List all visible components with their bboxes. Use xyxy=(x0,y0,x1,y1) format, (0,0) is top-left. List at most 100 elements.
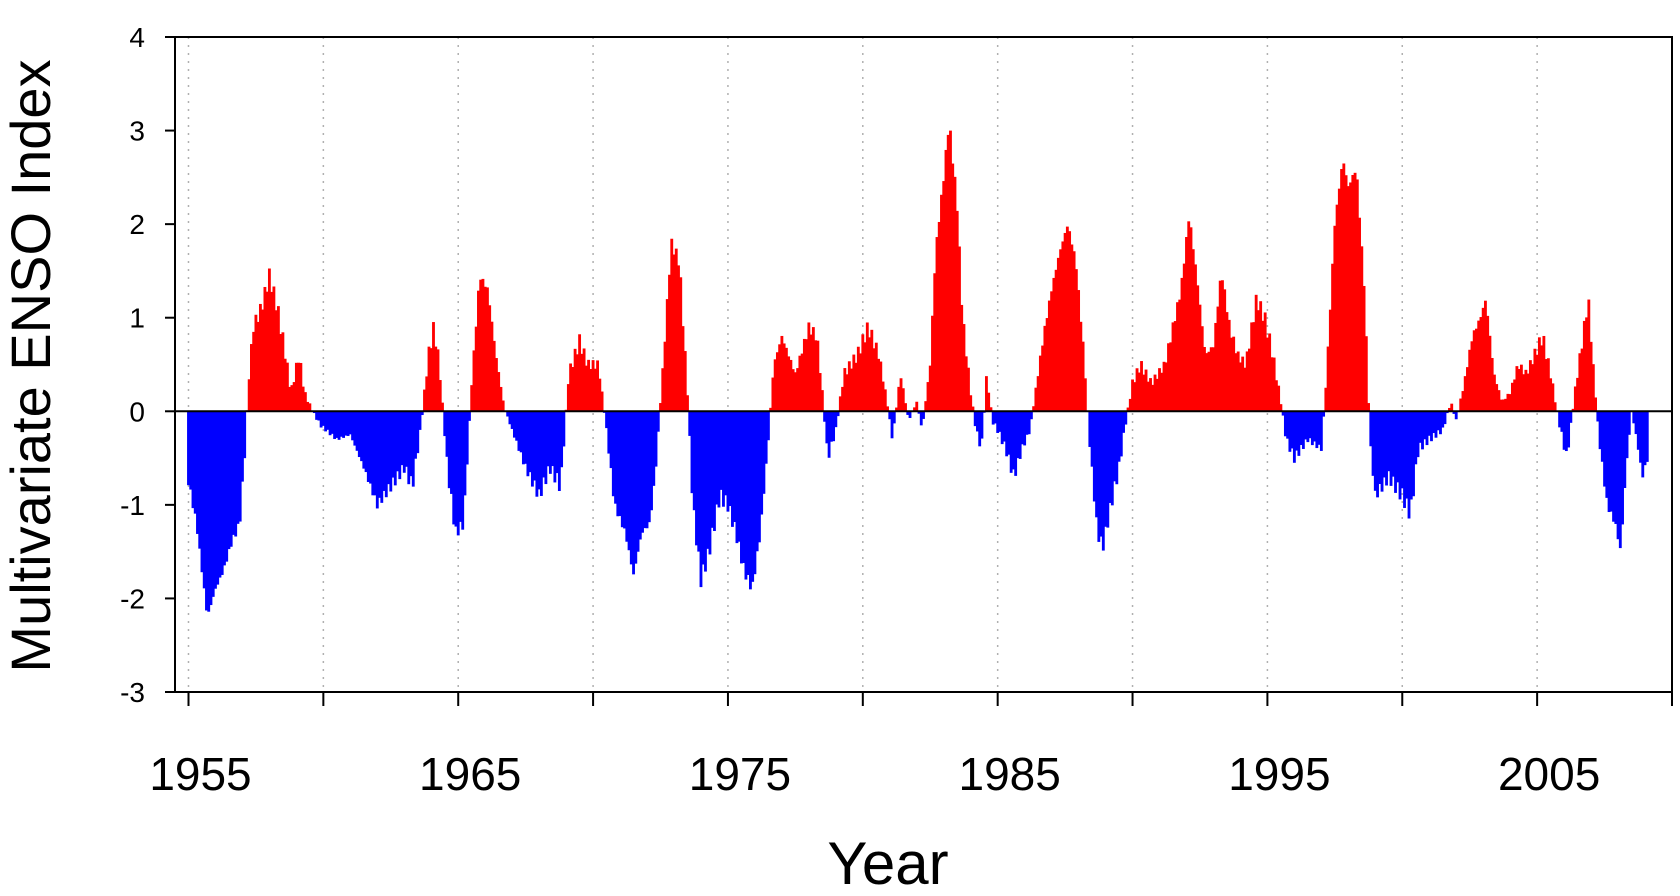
bar xyxy=(832,411,836,442)
bar xyxy=(856,346,860,412)
bar xyxy=(647,411,651,523)
bar xyxy=(958,246,961,412)
bar xyxy=(798,355,802,412)
bar xyxy=(389,411,393,492)
bar xyxy=(533,411,537,481)
bar xyxy=(1416,411,1420,458)
bar xyxy=(1531,364,1535,412)
bar xyxy=(775,352,779,412)
bar xyxy=(468,411,471,421)
bar xyxy=(845,374,849,412)
bar xyxy=(1367,403,1370,412)
bar xyxy=(841,386,845,412)
bar xyxy=(1373,411,1377,491)
y-axis: -3 -2 -1 0 1 2 3 4 xyxy=(120,22,175,708)
bar xyxy=(227,411,231,550)
bar xyxy=(1387,411,1391,472)
bar xyxy=(483,286,487,412)
bar xyxy=(908,411,912,418)
bar xyxy=(1508,394,1512,412)
bar xyxy=(557,411,561,492)
y-tick-label: 1 xyxy=(129,303,145,334)
bar xyxy=(949,130,952,412)
bar xyxy=(258,303,262,412)
bar xyxy=(1074,269,1078,412)
bar xyxy=(357,411,361,458)
bar xyxy=(931,315,934,412)
bar xyxy=(1131,379,1134,412)
bar xyxy=(690,411,694,494)
bar xyxy=(888,411,892,420)
bar xyxy=(996,411,1000,433)
bar xyxy=(1463,376,1467,412)
bar xyxy=(1299,411,1303,446)
bar xyxy=(400,411,404,466)
bar xyxy=(1403,411,1406,508)
bar xyxy=(1607,411,1611,513)
bar xyxy=(1355,179,1359,412)
bar xyxy=(191,411,195,509)
bar xyxy=(308,403,312,412)
bar xyxy=(1562,411,1566,450)
bar xyxy=(544,411,548,485)
bar xyxy=(1011,411,1015,470)
bar xyxy=(663,341,667,412)
bar xyxy=(1479,317,1483,412)
bar xyxy=(1185,237,1188,412)
bar xyxy=(1254,294,1258,412)
bar xyxy=(1515,366,1519,412)
bar xyxy=(474,326,478,412)
bar xyxy=(722,411,725,507)
bar xyxy=(450,411,453,494)
bar xyxy=(962,324,966,412)
bar xyxy=(1117,411,1121,462)
bar xyxy=(530,411,534,487)
bar xyxy=(1038,355,1042,412)
plot-frame xyxy=(174,36,1673,693)
bar xyxy=(1576,377,1580,412)
bar xyxy=(263,286,267,412)
bar xyxy=(391,411,395,478)
bar xyxy=(1097,411,1101,542)
bar xyxy=(1295,411,1299,451)
bar xyxy=(189,411,193,490)
bar xyxy=(784,347,788,412)
bar xyxy=(1032,406,1036,412)
bar xyxy=(1421,411,1424,450)
bar xyxy=(1256,310,1260,412)
bar xyxy=(575,354,579,412)
bar xyxy=(366,411,370,482)
bar xyxy=(715,411,719,505)
bar xyxy=(924,401,928,412)
bar xyxy=(1283,411,1287,437)
bar xyxy=(515,411,519,441)
bar xyxy=(645,411,649,529)
bar xyxy=(692,411,696,511)
bar xyxy=(333,411,337,439)
bar xyxy=(1551,383,1555,412)
bar xyxy=(434,346,438,412)
bar xyxy=(757,411,761,543)
bar xyxy=(1567,411,1571,448)
bar xyxy=(335,411,339,438)
bar xyxy=(679,277,683,412)
bar xyxy=(1594,397,1598,412)
bar xyxy=(791,369,795,412)
bar xyxy=(614,411,617,504)
bar xyxy=(1029,411,1033,420)
bar xyxy=(1346,186,1350,412)
bar xyxy=(596,360,600,412)
bar xyxy=(218,411,222,578)
bar xyxy=(1133,382,1137,412)
bar xyxy=(1151,384,1155,412)
bar xyxy=(971,406,975,412)
bar xyxy=(852,354,856,412)
bar xyxy=(539,411,543,496)
bar xyxy=(247,379,251,412)
bar xyxy=(1486,315,1490,412)
bar xyxy=(1142,374,1146,412)
bar xyxy=(1468,349,1472,412)
bar xyxy=(1603,411,1606,487)
bar xyxy=(1207,351,1211,412)
bar xyxy=(380,411,384,503)
